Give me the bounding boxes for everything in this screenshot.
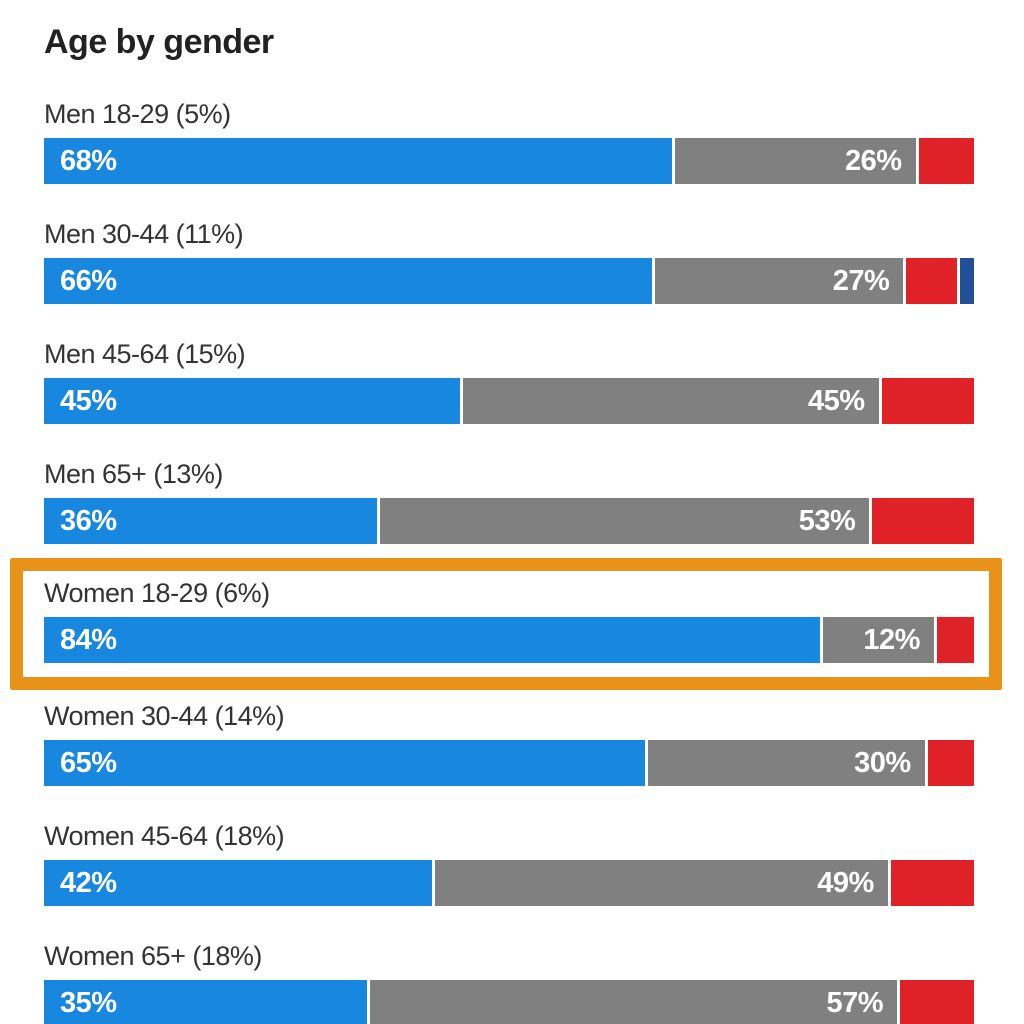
chart-row: Men 18-29 (5%) 68% 26%	[44, 98, 975, 184]
row-label: Men 45-64 (15%)	[44, 339, 246, 369]
chart-row: Women 65+ (18%) 35% 57%	[44, 940, 974, 1024]
row-label: Men 30-44 (11%)	[44, 219, 244, 249]
bar-segment-red	[872, 498, 974, 544]
stacked-bar: 84% 12%	[44, 617, 974, 663]
row-label: Women 18-29 (6%)	[44, 578, 270, 608]
row-label: Women 65+ (18%)	[44, 941, 262, 971]
bar-segment-blue: 35%	[44, 980, 368, 1024]
row-label: Men 18-29 (5%)	[44, 99, 231, 129]
stacked-bar: 42% 49%	[44, 860, 974, 906]
bar-segment-gray: 26%	[675, 138, 916, 184]
bar-segment-gray: 45%	[462, 378, 879, 424]
bar-segment-navy	[960, 258, 974, 304]
stacked-bar: 65% 30%	[44, 740, 974, 786]
bar-segment-blue: 65%	[44, 740, 645, 786]
row-label: Women 30-44 (14%)	[44, 701, 285, 731]
bar-segment-blue: 45%	[44, 378, 460, 424]
bar-segment-red	[900, 980, 974, 1024]
bar-segment-gray: 49%	[435, 860, 888, 906]
chart-row: Men 30-44 (11%) 66% 27%	[44, 218, 974, 304]
bar-segment-gray: 27%	[654, 258, 904, 304]
bar-segment-red	[906, 258, 957, 304]
bar-segment-blue: 84%	[44, 617, 821, 663]
row-label: Men 65+ (13%)	[44, 459, 223, 489]
bar-segment-blue: 36%	[44, 498, 377, 544]
bar-segment-blue: 66%	[44, 258, 652, 304]
chart-row: Women 30-44 (14%) 65% 30%	[44, 700, 974, 786]
stacked-bar-chart: Men 18-29 (5%) 68% 26% Men 30-44 (11%) 66% 27…	[10, 98, 1002, 1024]
chart-row: Men 45-64 (15%) 45% 45%	[44, 338, 975, 424]
bar-segment-red	[881, 378, 975, 424]
bar-segment-red	[936, 617, 974, 663]
bar-segment-blue: 68%	[44, 138, 673, 184]
bar-segment-red	[890, 860, 974, 906]
bar-segment-red	[918, 138, 975, 184]
stacked-bar: 35% 57%	[44, 980, 974, 1024]
bar-segment-gray: 30%	[647, 740, 925, 786]
chart-row: Men 65+ (13%) 36% 53%	[44, 458, 974, 544]
row-label: Women 45-64 (18%)	[44, 821, 285, 851]
bar-segment-gray: 57%	[370, 980, 898, 1024]
stacked-bar: 68% 26%	[44, 138, 975, 184]
bar-segment-blue: 42%	[44, 860, 433, 906]
chart-title: Age by gender	[44, 23, 274, 61]
stacked-bar: 36% 53%	[44, 498, 974, 544]
chart-row: Women 45-64 (18%) 42% 49%	[44, 820, 974, 906]
stacked-bar: 45% 45%	[44, 378, 975, 424]
chart-row-highlighted: Women 18-29 (6%) 84% 12%	[10, 558, 1002, 690]
bar-segment-gray: 53%	[379, 498, 870, 544]
stacked-bar: 66% 27%	[44, 258, 974, 304]
bar-segment-red	[927, 740, 974, 786]
bar-segment-gray: 12%	[823, 617, 934, 663]
